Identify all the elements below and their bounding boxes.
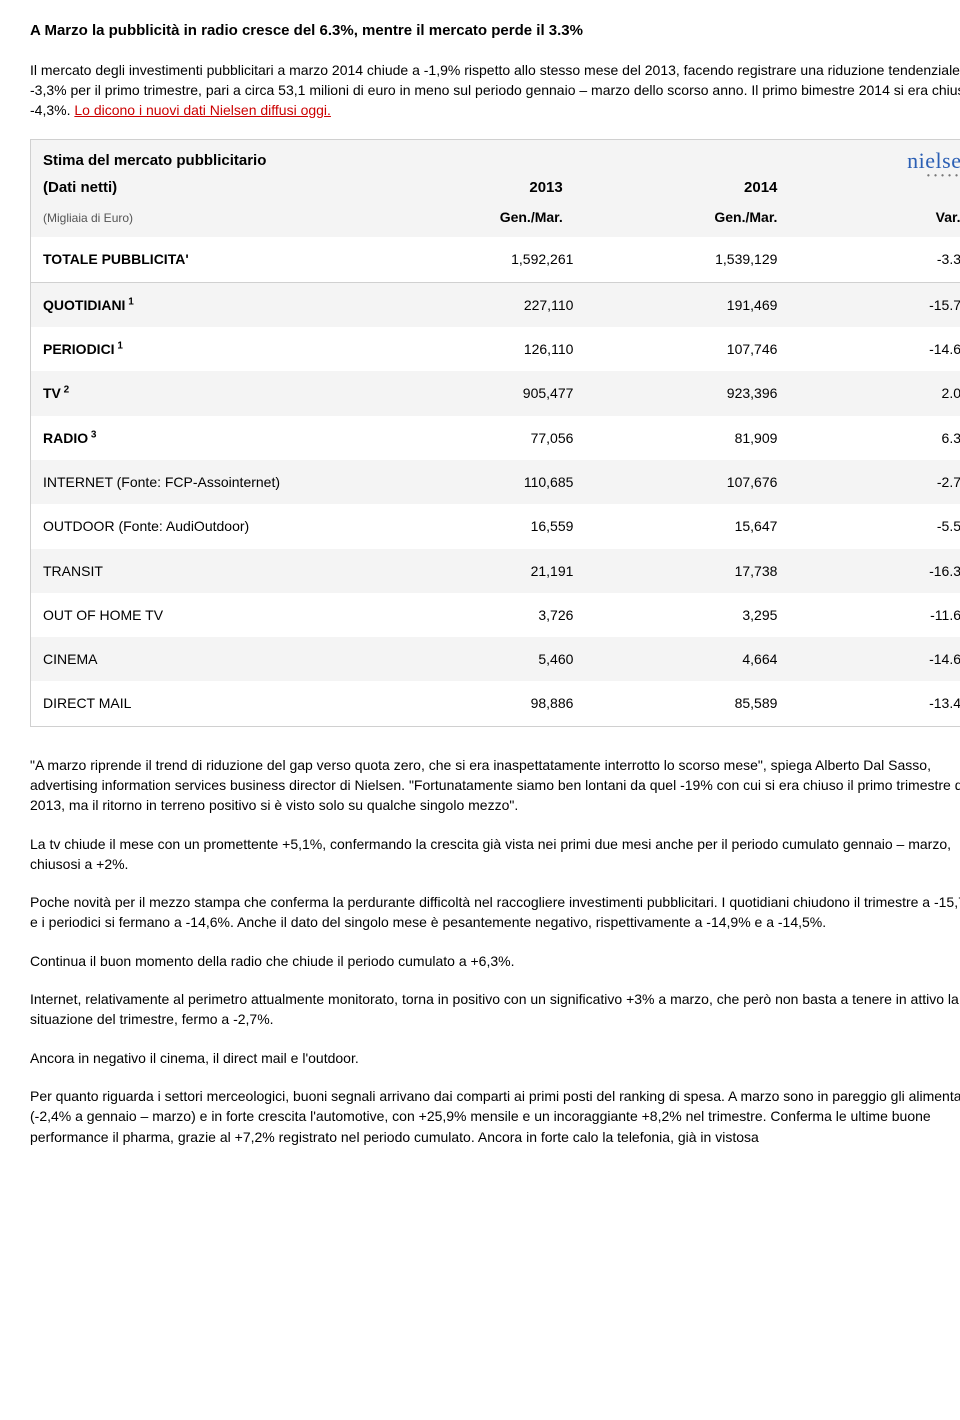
row-label: OUT OF HOME TV xyxy=(43,605,369,625)
row-label: TOTALE PUBBLICITA' xyxy=(43,249,369,269)
row-var: -2.7 xyxy=(777,472,960,492)
row-val-2013: 98,886 xyxy=(369,693,573,713)
row-val-2013: 227,110 xyxy=(369,295,573,315)
body-paragraphs: "A marzo riprende il trend di riduzione … xyxy=(30,755,960,1147)
row-var: -15.7 xyxy=(777,295,960,315)
body-paragraph: "A marzo riprende il trend di riduzione … xyxy=(30,755,960,816)
row-var: 2.0 xyxy=(777,383,960,403)
body-paragraph: Ancora in negativo il cinema, il direct … xyxy=(30,1048,960,1068)
row-label: TV 2 xyxy=(43,383,369,403)
table-row: QUOTIDIANI 1227,110191,469-15.7 xyxy=(31,283,960,327)
row-val-2013: 1,592,261 xyxy=(369,249,573,269)
table-row: TRANSIT21,19117,738-16.3 xyxy=(31,549,960,593)
body-paragraph: La tv chiude il mese con un promettente … xyxy=(30,834,960,875)
subcol-period1: Gen./Mar. xyxy=(360,201,575,227)
row-var: -3.3 xyxy=(777,249,960,269)
row-label: RADIO 3 xyxy=(43,428,369,448)
row-label: PERIODICI 1 xyxy=(43,339,369,359)
body-paragraph: Internet, relativamente al perimetro att… xyxy=(30,989,960,1030)
table-row: OUT OF HOME TV3,7263,295-11.6 xyxy=(31,593,960,637)
table-title-line1: Stima del mercato pubblicitario xyxy=(43,150,348,172)
table-subheader: (Migliaia di Euro) Gen./Mar. Gen./Mar. V… xyxy=(31,201,960,237)
row-val-2013: 5,460 xyxy=(369,649,573,669)
row-var: 6.3 xyxy=(777,428,960,448)
row-label: DIRECT MAIL xyxy=(43,693,369,713)
table-row: DIRECT MAIL98,88685,589-13.4 xyxy=(31,681,960,725)
subcaption: (Migliaia di Euro) xyxy=(31,204,360,227)
nielsen-link[interactable]: Lo dicono i nuovi dati Nielsen diffusi o… xyxy=(74,102,331,118)
table-row: OUTDOOR (Fonte: AudiOutdoor)16,55915,647… xyxy=(31,504,960,548)
nielsen-table: Stima del mercato pubblicitario (Dati ne… xyxy=(30,139,960,727)
row-val-2013: 16,559 xyxy=(369,516,573,536)
table-row: PERIODICI 1126,110107,746-14.6 xyxy=(31,327,960,371)
subcol-var: Var.% xyxy=(789,201,960,227)
table-row: TV 2905,477923,3962.0 xyxy=(31,371,960,415)
table-body: TOTALE PUBBLICITA'1,592,2611,539,129-3.3… xyxy=(31,237,960,725)
intro-paragraph: Il mercato degli investimenti pubblicita… xyxy=(30,60,960,121)
row-label: INTERNET (Fonte: FCP-Assointernet) xyxy=(43,472,369,492)
row-label: TRANSIT xyxy=(43,561,369,581)
subcol-period2: Gen./Mar. xyxy=(575,201,790,227)
nielsen-logo: nielsen xyxy=(907,150,960,172)
nielsen-logo-cell: nielsen • • • • • • • xyxy=(789,140,960,202)
row-val-2014: 923,396 xyxy=(573,383,777,403)
body-paragraph: Continua il buon momento della radio che… xyxy=(30,951,960,971)
col-2013: 2013 xyxy=(360,167,575,201)
table-row: CINEMA5,4604,664-14.6 xyxy=(31,637,960,681)
row-val-2014: 3,295 xyxy=(573,605,777,625)
row-val-2013: 21,191 xyxy=(369,561,573,581)
row-val-2014: 85,589 xyxy=(573,693,777,713)
table-title-line2: (Dati netti) xyxy=(43,177,348,199)
row-val-2014: 17,738 xyxy=(573,561,777,581)
row-var: -14.6 xyxy=(777,339,960,359)
body-paragraph: Poche novità per il mezzo stampa che con… xyxy=(30,892,960,933)
nielsen-logo-dots: • • • • • • • xyxy=(907,172,960,180)
row-var: -5.5 xyxy=(777,516,960,536)
row-var: -14.6 xyxy=(777,649,960,669)
row-label: CINEMA xyxy=(43,649,369,669)
table-row: RADIO 377,05681,9096.3 xyxy=(31,416,960,460)
table-header: Stima del mercato pubblicitario (Dati ne… xyxy=(31,140,960,202)
row-var: -13.4 xyxy=(777,693,960,713)
row-val-2013: 110,685 xyxy=(369,472,573,492)
row-val-2014: 81,909 xyxy=(573,428,777,448)
row-val-2014: 107,746 xyxy=(573,339,777,359)
row-val-2013: 77,056 xyxy=(369,428,573,448)
table-row: INTERNET (Fonte: FCP-Assointernet)110,68… xyxy=(31,460,960,504)
row-val-2013: 3,726 xyxy=(369,605,573,625)
page-title: A Marzo la pubblicità in radio cresce de… xyxy=(30,20,960,42)
col-2014: 2014 xyxy=(575,167,790,201)
row-var: -11.6 xyxy=(777,605,960,625)
table-title: Stima del mercato pubblicitario (Dati ne… xyxy=(31,140,360,202)
body-paragraph: Per quanto riguarda i settori merceologi… xyxy=(30,1086,960,1147)
row-label: OUTDOOR (Fonte: AudiOutdoor) xyxy=(43,516,369,536)
row-label: QUOTIDIANI 1 xyxy=(43,295,369,315)
table-row: TOTALE PUBBLICITA'1,592,2611,539,129-3.3 xyxy=(31,237,960,282)
row-val-2014: 1,539,129 xyxy=(573,249,777,269)
row-val-2014: 107,676 xyxy=(573,472,777,492)
row-val-2014: 15,647 xyxy=(573,516,777,536)
row-val-2014: 191,469 xyxy=(573,295,777,315)
row-val-2013: 126,110 xyxy=(369,339,573,359)
row-var: -16.3 xyxy=(777,561,960,581)
row-val-2014: 4,664 xyxy=(573,649,777,669)
row-val-2013: 905,477 xyxy=(369,383,573,403)
